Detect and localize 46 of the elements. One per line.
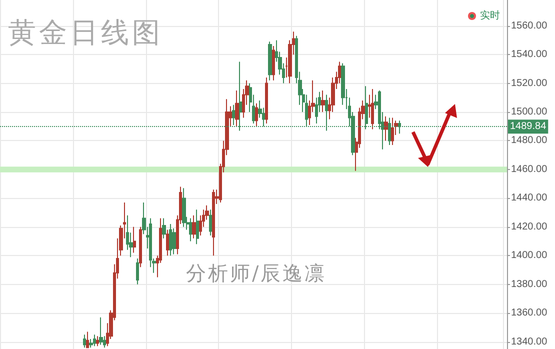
candlestick (192, 214, 196, 239)
candlestick (384, 116, 388, 142)
candlestick (99, 316, 103, 346)
candlestick (391, 117, 394, 146)
annotation: 分析师/辰逸凛 (186, 260, 327, 287)
candlestick (89, 338, 93, 348)
y-tick-label: 1460.00 (511, 164, 548, 175)
candlestick (83, 334, 86, 348)
candlestick (169, 224, 172, 256)
candlestick (96, 336, 99, 347)
candlestick (212, 189, 215, 256)
y-tick-label: 1360.00 (511, 308, 548, 319)
candlestick (268, 41, 272, 81)
y-tick-label: 1520.00 (511, 78, 548, 89)
candlestick (139, 226, 142, 268)
candlestick (321, 90, 325, 113)
candlestick (133, 226, 136, 254)
candlestick (235, 90, 239, 127)
candlestick (255, 102, 258, 127)
candlestick (371, 88, 374, 130)
y-tick-label: 1540.00 (511, 49, 548, 60)
candlestick (196, 209, 199, 245)
y-tick-label: 1380.00 (511, 278, 548, 290)
y-tick-label: 1560.00 (511, 20, 548, 32)
candlestick (86, 331, 89, 348)
y-tick-label: 1400.00 (511, 250, 548, 262)
y-tick-label: 1340.00 (511, 336, 548, 348)
candlestick (189, 218, 192, 242)
y-tick-label: 1440.00 (511, 192, 548, 204)
candlestick (232, 104, 235, 126)
candlestick (172, 228, 176, 255)
candlestick (272, 45, 275, 81)
y-tick-label: 1500.00 (511, 106, 548, 118)
candlestick (162, 218, 166, 239)
candlestick (265, 77, 268, 124)
candlestick (341, 62, 345, 106)
legend-label: 实时 (480, 10, 500, 22)
ref-line-label: 1489.84 (510, 121, 547, 132)
y-tick-label: 1480.00 (511, 135, 548, 146)
candlestick (136, 258, 139, 285)
candlestick (166, 229, 169, 256)
candlestick (209, 209, 212, 236)
text: 黄金日线图 (8, 15, 163, 51)
candlestick (93, 334, 96, 347)
y-tick-label: 1420.00 (511, 221, 548, 232)
candlestick (182, 188, 186, 228)
